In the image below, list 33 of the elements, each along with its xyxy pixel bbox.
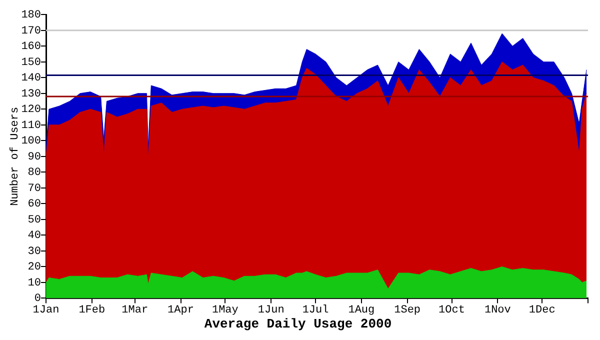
y-tick-label: 180 [21, 10, 42, 22]
y-axis-title: Number of Users [10, 106, 22, 206]
x-tick-label: 1Feb [78, 304, 106, 317]
x-tick-label: 1Jul [302, 304, 329, 317]
y-tick-label: 30 [28, 246, 42, 258]
x-tick-label: 1Sep [394, 304, 421, 317]
y-tick-label: 120 [21, 104, 42, 116]
x-tick-label: 1Nov [484, 304, 512, 317]
x-tick-label: 1Jun [258, 304, 284, 317]
y-tick-label: 100 [21, 136, 42, 148]
y-tick-label: 10 [28, 277, 42, 290]
y-tick-label: 110 [21, 120, 42, 132]
y-tick-label: 130 [21, 88, 42, 100]
x-tick-label: 1Jan [32, 304, 60, 317]
y-tick-label: 70 [28, 182, 42, 195]
x-tick-label: 1May [212, 304, 239, 317]
text: Average Daily Usage 2000 [204, 316, 392, 332]
y-tick-label: 0 [34, 293, 42, 306]
y-tick-label: 50 [28, 214, 42, 226]
y-tick-label: 170 [21, 25, 42, 38]
y-tick-label: 150 [21, 56, 42, 69]
y-tick-label: 40 [28, 230, 42, 242]
y-tick-label: 160 [21, 41, 42, 54]
x-tick-label: 1Oct [438, 304, 465, 317]
y-tick-label: 90 [28, 151, 42, 164]
x-tick-label: 1Apr [168, 304, 194, 317]
y-tick-label: 140 [21, 72, 42, 85]
y-tick-label: 80 [28, 167, 42, 180]
x-tick-label: 1Aug [348, 304, 375, 317]
x-tick-label: 1Dec [528, 304, 556, 317]
x-tick-label: 1Mar [122, 304, 148, 317]
y-tick-label: 20 [28, 262, 42, 274]
y-tick-label: 60 [28, 198, 42, 211]
